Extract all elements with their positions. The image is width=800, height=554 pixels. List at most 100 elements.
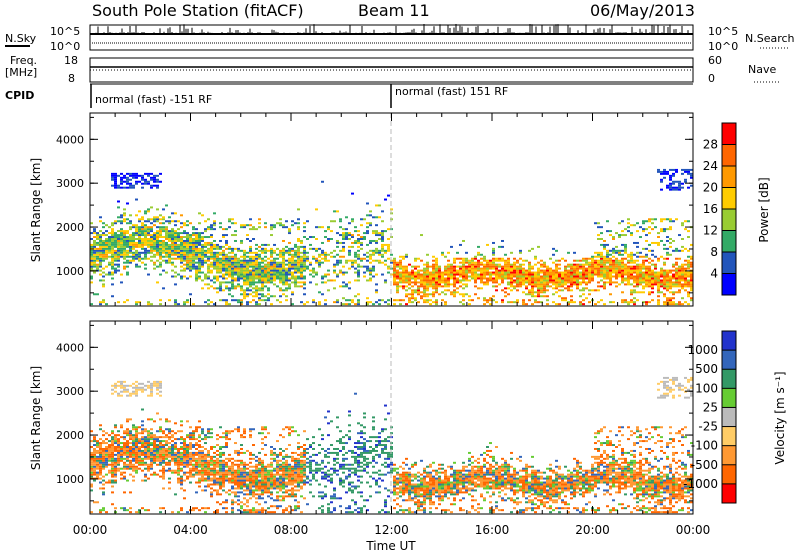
echo-cell (120, 507, 123, 510)
echo-cell (213, 245, 216, 248)
echo-cell (228, 273, 231, 276)
echo-cell (126, 232, 129, 235)
echo-cell (240, 451, 243, 454)
echo-cell (189, 255, 192, 258)
echo-cell (324, 299, 327, 302)
echo-cell (108, 455, 111, 458)
echo-cell (225, 239, 228, 242)
echo-cell (159, 394, 162, 397)
echo-cell (285, 299, 288, 302)
echo-cell (99, 473, 102, 476)
echo-cell (207, 475, 210, 478)
echo-cell (156, 239, 159, 242)
echo-cell (132, 451, 135, 454)
echo-cell (186, 220, 189, 223)
echo-cell (144, 263, 147, 266)
echo-cell (111, 263, 114, 266)
echo-cell (123, 238, 126, 240)
echo-cell (249, 245, 252, 248)
echo-cell (171, 440, 174, 443)
echo-cell (618, 271, 621, 274)
echo-cell (285, 279, 288, 282)
echo-cell (255, 269, 258, 272)
echo-cell (231, 511, 234, 514)
echo-cell (648, 271, 651, 274)
echo-cell (633, 275, 636, 278)
echo-cell (135, 511, 138, 514)
echo-cell (240, 483, 243, 486)
echo-cell (555, 281, 558, 284)
echo-cell (147, 418, 150, 421)
echo-cell (225, 461, 228, 464)
echo-cell (672, 180, 675, 183)
echo-cell (207, 267, 210, 270)
echo-cell (639, 283, 642, 286)
echo-cell (273, 271, 276, 274)
echo-cell (195, 238, 198, 240)
echo-cell (234, 273, 237, 276)
echo-cell (690, 273, 693, 276)
echo-cell (594, 289, 597, 292)
echo-cell (135, 461, 138, 464)
echo-cell (570, 277, 573, 280)
echo-cell (123, 461, 126, 464)
echo-cell (93, 293, 96, 296)
echo-cell (159, 475, 162, 478)
echo-cell (540, 259, 543, 262)
echo-cell (507, 259, 510, 262)
echo-cell (216, 261, 219, 264)
echo-cell (300, 275, 303, 278)
echo-cell (372, 251, 375, 254)
echo-cell (246, 269, 249, 272)
echo-cell (609, 277, 612, 280)
echo-cell (462, 269, 465, 272)
echo-cell (231, 251, 234, 254)
echo-cell (549, 285, 552, 288)
echo-cell (282, 247, 285, 250)
echo-cell (141, 222, 144, 225)
echo-cell (144, 255, 147, 258)
echo-cell (126, 455, 129, 458)
echo-cell (252, 228, 255, 231)
echo-cell (582, 267, 585, 270)
echo-cell (189, 238, 192, 240)
echo-cell (192, 432, 195, 435)
echo-cell (579, 301, 582, 304)
echo-cell (528, 299, 531, 302)
echo-cell (360, 241, 363, 244)
echo-cell (528, 283, 531, 286)
echo-cell (546, 283, 549, 286)
echo-cell (288, 228, 291, 231)
echo-cell (180, 261, 183, 264)
echo-cell (429, 285, 432, 288)
echo-cell (501, 271, 504, 274)
echo-cell (168, 487, 171, 490)
echo-cell (633, 261, 636, 264)
echo-cell (393, 259, 396, 262)
echo-cell (237, 477, 240, 480)
echo-cell (405, 265, 408, 268)
echo-cell (96, 457, 99, 460)
echo-cell (234, 247, 237, 250)
echo-cell (303, 259, 306, 262)
echo-cell (351, 220, 354, 223)
echo-cell (297, 208, 300, 211)
echo-cell (243, 461, 246, 464)
echo-cell (99, 241, 102, 244)
echo-cell (609, 271, 612, 274)
echo-cell (435, 277, 438, 280)
echo-cell (444, 289, 447, 292)
echo-cell (177, 463, 180, 466)
echo-cell (336, 273, 339, 276)
echo-cell (648, 291, 651, 294)
echo-cell (297, 253, 300, 256)
echo-cell (288, 261, 291, 264)
echo-cell (615, 271, 618, 274)
echo-cell (96, 467, 99, 470)
echo-cell (462, 271, 465, 274)
echo-cell (165, 251, 168, 254)
echo-cell (384, 281, 387, 284)
echo-cell (174, 446, 177, 448)
echo-cell (282, 263, 285, 266)
echo-cell (669, 245, 672, 248)
